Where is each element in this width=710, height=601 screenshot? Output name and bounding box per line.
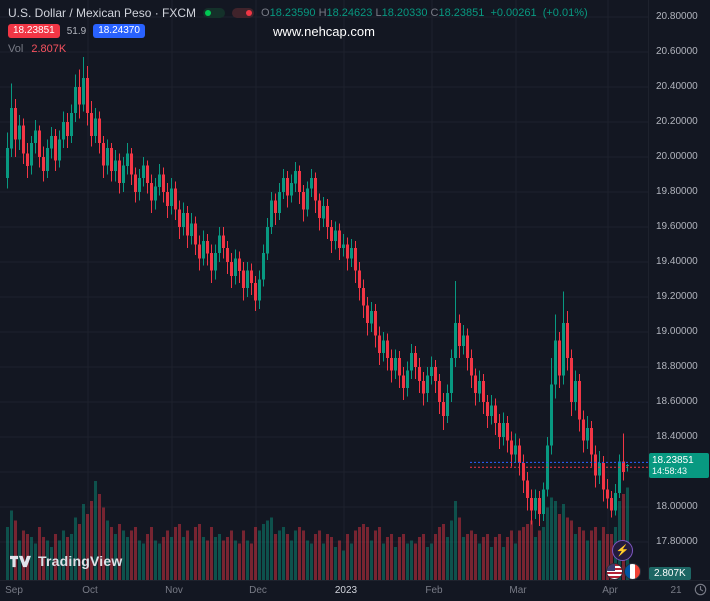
price-axis-label: 20.20000 [656,116,698,127]
lightning-icon[interactable]: ⚡ [612,540,633,561]
open-value: 18.23590 [269,7,316,19]
change-value: +0.00261 [490,7,537,19]
status-pill-red-icon[interactable] [232,8,255,18]
tricolor-flag-icon[interactable] [624,563,641,580]
price-axis-label: 19.20000 [656,291,698,302]
tradingview-logo-icon [10,555,31,567]
volume-value: 2.807K [31,43,67,55]
spread-value: 51.9 [66,25,87,37]
grid-layer [0,0,648,580]
price-axis-label: 19.00000 [656,326,698,337]
bar-countdown: 14:58:43 [652,466,688,476]
open-label: O [261,7,270,19]
price-chart-canvas[interactable] [0,0,648,580]
price-axis-label: 18.40000 [656,431,698,442]
time-axis-label: Oct [82,585,98,596]
time-axis-label: Sep [5,585,23,596]
candles-layer [6,57,629,527]
us-flag-icon[interactable] [606,563,623,580]
green-dot-icon [205,10,212,16]
red-dot-icon [246,10,253,16]
close-label: C [430,7,439,19]
status-pill-green-icon[interactable] [203,8,226,18]
low-label: L [375,7,382,19]
symbol-title[interactable]: U.S. Dollar / Mexican Peso · FXCM [8,6,197,20]
high-label: H [318,7,327,19]
price-axis-label: 17.80000 [656,536,698,547]
time-axis-label: Dec [249,585,267,596]
time-axis-label: Feb [425,585,443,596]
time-axis-label: 21 [670,585,682,596]
price-axis-label: 20.00000 [656,151,698,162]
bid-price-badge[interactable]: 18.23851 [8,24,60,38]
price-axis-label: 20.80000 [656,11,698,22]
time-axis-label: 2023 [334,585,358,596]
current-price-badge[interactable]: 18.23851 14:58:43 [649,453,709,478]
tradingview-brand-text: TradingView [38,553,123,569]
time-axis-label: Nov [165,585,183,596]
ask-price-badge[interactable]: 18.24370 [93,24,145,38]
price-axis-label: 18.80000 [656,361,698,372]
close-value: 18.23851 [438,7,485,19]
high-value: 18.24623 [326,7,373,19]
price-axis-label: 19.40000 [656,256,698,267]
low-value: 18.20330 [381,7,428,19]
ohlc-readout: O18.23590 H18.24623 L18.20330 C18.23851 … [261,7,588,19]
price-axis-label: 20.40000 [656,81,698,92]
change-percent: (+0.01%) [542,7,588,19]
price-axis-label: 19.60000 [656,221,698,232]
legend: U.S. Dollar / Mexican Peso · FXCM O18.23… [8,6,588,55]
current-volume-badge: 2.807K [649,567,691,580]
tradingview-attribution[interactable]: TradingView [10,553,122,569]
clock-icon[interactable] [694,583,707,601]
price-axis-label: 18.60000 [656,396,698,407]
price-axis[interactable]: 20.80000 20.60000 20.40000 20.20000 20.00000… [648,0,710,580]
time-axis[interactable]: Sep Oct Nov Dec 2023 Feb Mar Apr 21 [0,580,710,601]
volume-layer [6,481,629,580]
volume-label[interactable]: Vol [8,43,24,55]
watermark-link[interactable]: www.nehcap.com [273,24,375,39]
time-axis-label: Mar [509,585,527,596]
time-axis-label: Apr [602,585,618,596]
current-price-value: 18.23851 [652,455,694,466]
price-axis-label: 18.00000 [656,501,698,512]
price-axis-label: 19.80000 [656,186,698,197]
price-axis-label: 20.60000 [656,46,698,57]
